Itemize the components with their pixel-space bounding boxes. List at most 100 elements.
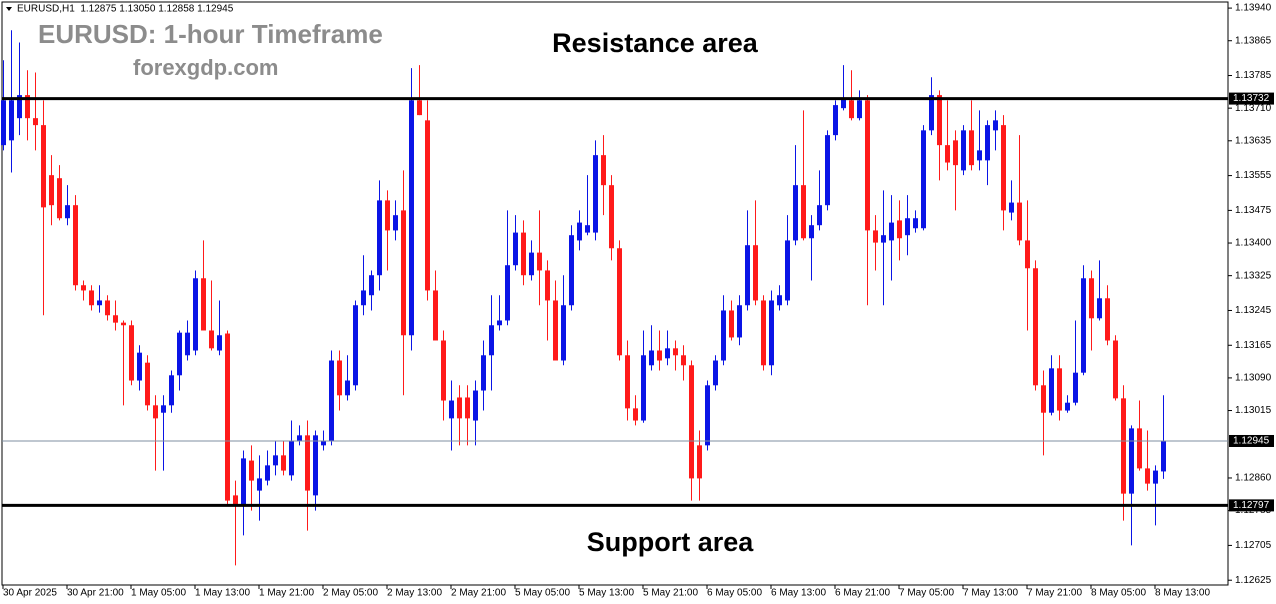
candle-body — [745, 245, 750, 306]
candle-body — [505, 265, 510, 321]
candle-body — [425, 120, 430, 291]
y-tick-label: 1.13865 — [1235, 35, 1272, 46]
candle-body — [217, 335, 222, 351]
candle-body — [873, 230, 878, 243]
x-tick-label: 1 May 05:00 — [131, 588, 186, 599]
y-tick-label: 1.12860 — [1235, 473, 1272, 484]
candle-body — [9, 100, 14, 141]
candle-body — [937, 95, 942, 146]
x-tick-label: 6 May 21:00 — [835, 588, 890, 599]
candle-body — [433, 290, 438, 341]
plot-frame — [1, 1, 1229, 586]
candle-body — [465, 397, 470, 419]
y-tick-label: 1.12625 — [1235, 575, 1272, 586]
candle-body — [697, 445, 702, 479]
candle-body — [793, 185, 798, 241]
candle-body — [577, 222, 582, 241]
candle-body — [81, 285, 86, 291]
y-tick-label: 1.13475 — [1235, 205, 1272, 216]
candle-body — [297, 435, 302, 441]
candle-body — [1097, 298, 1102, 319]
candle-body — [737, 305, 742, 338]
candle-body — [609, 185, 614, 249]
candle-body — [1081, 278, 1086, 373]
candle-body — [713, 360, 718, 386]
x-tick-label: 30 Apr 21:00 — [67, 588, 124, 599]
candle-body — [985, 125, 990, 161]
candle-body — [177, 332, 182, 376]
support-annotation: Support area — [587, 527, 755, 557]
x-tick-label: 7 May 13:00 — [963, 588, 1018, 599]
candle-body — [369, 275, 374, 296]
candle-body — [865, 100, 870, 231]
candle-body — [817, 205, 822, 226]
candle-body — [17, 95, 22, 119]
candle-body — [833, 105, 838, 136]
candle-body — [1033, 268, 1038, 386]
y-tick-label: 1.13090 — [1235, 373, 1272, 384]
candle-body — [529, 252, 534, 276]
candle-body — [89, 290, 94, 306]
x-tick-label: 8 May 05:00 — [1091, 588, 1146, 599]
x-tick-label: 30 Apr 2025 — [3, 588, 57, 599]
y-tick-label: 1.13710 — [1235, 103, 1272, 114]
candle-body — [521, 232, 526, 276]
candle-body — [857, 100, 862, 119]
candle-body — [953, 140, 958, 166]
y-tick-label: 1.13785 — [1235, 70, 1272, 81]
x-tick-label: 2 May 13:00 — [387, 588, 442, 599]
candle-body — [1121, 398, 1126, 494]
candle-body — [105, 300, 110, 316]
candle-body — [97, 300, 102, 306]
candle-body — [1129, 428, 1134, 494]
x-tick-label: 6 May 05:00 — [707, 588, 762, 599]
candle-body — [257, 478, 262, 491]
y-tick-label: 1.13555 — [1235, 170, 1272, 181]
candle-body — [169, 375, 174, 406]
candle-body — [665, 348, 670, 359]
x-tick-label: 8 May 13:00 — [1155, 588, 1210, 599]
candle-body — [889, 222, 894, 241]
y-tick-label: 1.13165 — [1235, 340, 1272, 351]
candle-body — [225, 333, 230, 501]
candle-body — [377, 200, 382, 276]
candle-body — [265, 465, 270, 481]
resistance-annotation: Resistance area — [552, 28, 759, 58]
candle-body — [481, 355, 486, 391]
candle-body — [881, 235, 886, 243]
candle-body — [393, 215, 398, 231]
x-tick-label: 1 May 21:00 — [259, 588, 314, 599]
candle-body — [441, 340, 446, 401]
candle-body — [1073, 372, 1078, 403]
candle-body — [641, 355, 646, 421]
level-price-label: 1.12797 — [1233, 500, 1270, 511]
candle-body — [121, 322, 126, 326]
candle-body — [1025, 240, 1030, 269]
candle-body — [585, 225, 590, 233]
candle-body — [777, 295, 782, 306]
x-tick-label: 2 May 21:00 — [451, 588, 506, 599]
x-tick-label: 2 May 05:00 — [323, 588, 378, 599]
candle-body — [1065, 402, 1070, 411]
candle-body — [721, 310, 726, 361]
x-tick-label: 7 May 05:00 — [899, 588, 954, 599]
candle-body — [593, 155, 598, 233]
candle-body — [945, 145, 950, 163]
candle-body — [1049, 368, 1054, 413]
candle-body — [137, 352, 142, 381]
candle-body — [449, 400, 454, 419]
level-price-label: 1.12945 — [1233, 436, 1270, 447]
candle-body — [825, 135, 830, 206]
candle-body — [457, 397, 462, 419]
candle-body — [601, 155, 606, 186]
candle-body — [345, 380, 350, 396]
candle-body — [961, 130, 966, 171]
candle-body — [153, 405, 158, 419]
candle-body — [1113, 340, 1118, 399]
x-tick-label: 1 May 13:00 — [195, 588, 250, 599]
candle-body — [273, 455, 278, 466]
candle-body — [289, 440, 294, 476]
candle-body — [385, 200, 390, 231]
candle-body — [545, 270, 550, 301]
y-tick-label: 1.13325 — [1235, 270, 1272, 281]
